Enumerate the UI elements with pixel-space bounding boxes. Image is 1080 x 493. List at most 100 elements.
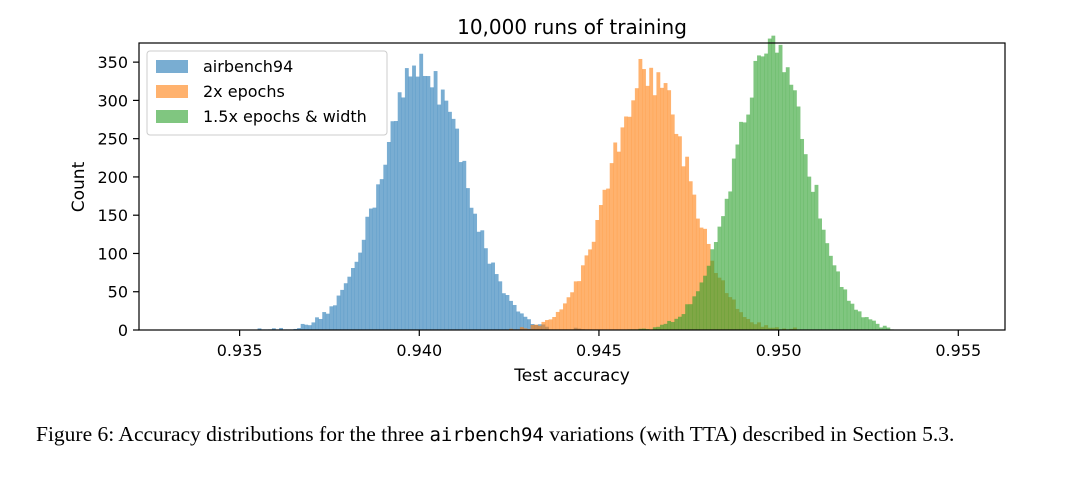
histogram-bar: [735, 144, 740, 330]
histogram-bar: [746, 114, 751, 330]
y-tick-label: 50: [108, 283, 128, 302]
histogram-bar: [440, 89, 445, 330]
histogram-bar: [386, 141, 391, 330]
histogram-bar: [257, 328, 262, 330]
histogram-bar: [609, 163, 614, 330]
legend-label: airbench94: [203, 57, 293, 76]
histogram-bar: [882, 325, 887, 330]
histogram-bar: [591, 241, 596, 330]
histogram-bar: [325, 313, 330, 330]
histogram-bar: [271, 328, 276, 330]
histogram-bar: [315, 317, 319, 330]
histogram-bar: [365, 216, 370, 330]
histogram-bar: [541, 321, 546, 330]
histogram-bar: [764, 53, 769, 330]
histogram-bar: [846, 300, 851, 330]
histogram-bar: [825, 243, 830, 330]
histogram-bar: [739, 121, 743, 331]
histogram-bar: [652, 327, 657, 330]
histogram-bar: [771, 35, 776, 331]
histogram-bar: [872, 320, 876, 330]
y-tick-label: 250: [97, 130, 128, 149]
legend-label: 1.5x epochs & width: [203, 107, 367, 126]
histogram-bar: [523, 328, 528, 330]
histogram-bar: [660, 87, 664, 330]
histogram-bar: [372, 207, 377, 330]
histogram-bar: [652, 95, 657, 330]
histogram-bar: [577, 281, 582, 330]
chart-title: 10,000 runs of training: [457, 15, 687, 39]
histogram-bar: [300, 323, 305, 330]
legend-swatch: [156, 85, 188, 98]
histogram-bar: [717, 226, 722, 330]
histogram-bar: [401, 97, 406, 330]
histogram-bar: [404, 68, 409, 330]
histogram-bar: [505, 295, 510, 330]
histogram-bar: [861, 317, 866, 330]
histogram-bar: [376, 184, 380, 330]
histogram-bar: [426, 76, 431, 330]
figure-caption: Figure 6: Accuracy distributions for the…: [36, 421, 1046, 449]
histogram-bar: [469, 207, 474, 330]
histogram-bar: [570, 292, 575, 330]
x-tick-label: 0.935: [217, 341, 263, 360]
histogram-bar: [430, 87, 434, 330]
histogram-bar: [627, 116, 632, 330]
histogram-bar: [663, 83, 668, 330]
histogram-bar: [336, 295, 341, 330]
histogram-bar: [757, 55, 761, 331]
histogram-bar: [573, 281, 578, 330]
histogram-bar: [667, 90, 672, 331]
histogram-bar: [512, 304, 517, 330]
x-tick-label: 0.950: [756, 341, 802, 360]
histogram-bar: [839, 286, 844, 330]
histogram-bar: [383, 164, 388, 330]
histogram-bar: [864, 317, 869, 330]
histogram-bar: [347, 276, 352, 330]
histogram-bar: [875, 323, 880, 330]
histogram-bar: [584, 255, 589, 330]
histogram-bar: [390, 121, 395, 331]
histogram-bar: [843, 289, 848, 330]
histogram-bar: [818, 218, 822, 330]
histogram-bar: [832, 265, 837, 330]
histogram-bar: [552, 317, 557, 330]
histogram-bar: [836, 271, 840, 330]
y-axis-ticks: 0 50 100 150 200 250 300 350: [97, 53, 139, 340]
histogram-bar: [419, 53, 424, 331]
histogram-bar: [868, 319, 873, 330]
histogram-bar: [821, 229, 826, 330]
histogram-bar: [616, 151, 621, 330]
histogram-bar: [433, 71, 438, 331]
histogram-bar: [728, 191, 733, 330]
histogram-bar: [361, 239, 366, 330]
x-tick-label: 0.945: [576, 341, 622, 360]
histogram-bar: [678, 136, 682, 330]
histogram-bar: [408, 76, 413, 331]
histogram-bar: [368, 208, 373, 330]
y-tick-label: 350: [97, 53, 128, 72]
histogram-bar: [588, 249, 593, 330]
histogram-bar: [749, 97, 754, 330]
caption-code: airbench94: [429, 424, 544, 446]
x-tick-label: 0.955: [935, 341, 981, 360]
series-2: [627, 35, 894, 331]
y-tick-label: 300: [97, 91, 128, 110]
histogram-bar: [563, 303, 567, 330]
histogram-bar: [397, 92, 402, 330]
histogram-bar: [800, 138, 805, 330]
histogram-bar: [670, 114, 675, 330]
histogram-bar: [555, 311, 560, 330]
x-tick-label: 0.940: [396, 341, 442, 360]
histogram-bar: [656, 326, 661, 330]
histogram-bar: [678, 316, 682, 330]
histogram-bar: [828, 255, 833, 330]
histogram-bar: [681, 314, 686, 330]
histogram-bar: [796, 106, 801, 330]
histogram-bar: [509, 328, 513, 330]
histogram-bar: [559, 309, 564, 330]
histogram-bar: [501, 293, 506, 330]
histogram-bar: [476, 231, 481, 330]
histogram-bar: [307, 325, 312, 330]
histogram-bar: [329, 306, 334, 330]
